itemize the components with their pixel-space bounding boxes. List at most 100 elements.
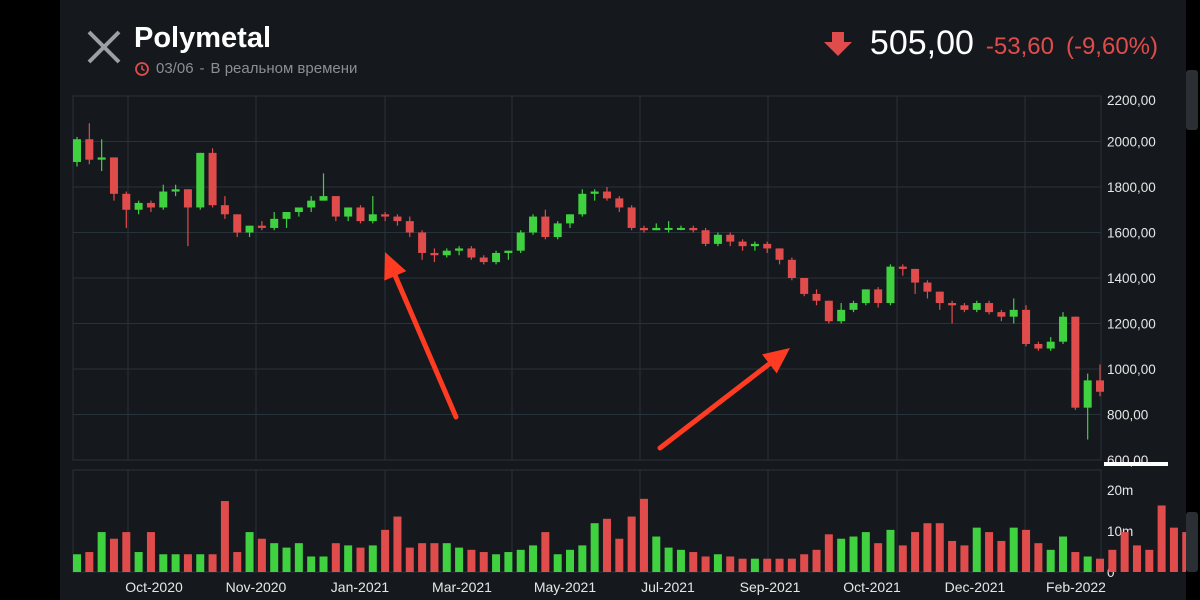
x-tick-label: Jan-2021 — [331, 579, 390, 595]
volume-bar — [1059, 536, 1068, 572]
volume-bar — [1145, 549, 1154, 572]
volume-bar — [393, 516, 402, 572]
volume-bar — [282, 547, 291, 572]
volume-bar — [689, 552, 698, 572]
candle-body — [1083, 380, 1092, 408]
volume-bar — [639, 498, 648, 572]
candle-body — [824, 300, 833, 322]
volume-bar — [97, 532, 106, 572]
candle-body — [615, 198, 624, 208]
volume-bar — [898, 545, 907, 572]
candle-body — [319, 196, 328, 201]
volume-tick-label: 0 — [1107, 565, 1115, 580]
candle-body — [861, 289, 870, 304]
volume-bar — [1022, 529, 1031, 572]
volume-bar — [1096, 558, 1104, 572]
candle-body — [701, 230, 710, 244]
volume-bar — [627, 516, 636, 572]
x-tick-label: Oct-2021 — [843, 579, 901, 595]
candle-body — [1046, 341, 1055, 349]
candle-body — [1022, 309, 1031, 344]
candle-body — [220, 205, 229, 215]
volume-bar — [615, 538, 624, 572]
candle-body — [122, 193, 131, 210]
volume-bar — [405, 547, 414, 572]
candle-body — [812, 293, 821, 301]
candlestick-chart[interactable]: 2200,00 2000,00 1800,00 1600,00 1400,00 1200,… — [60, 0, 1186, 600]
volume-bar — [837, 538, 846, 572]
candle-body — [270, 218, 279, 228]
candle-body — [911, 268, 920, 283]
volume-bar — [541, 532, 550, 572]
volume-bar — [529, 545, 538, 572]
volume-bar — [960, 545, 969, 572]
annotation-arrow-right — [657, 348, 790, 451]
volume-bar — [861, 532, 870, 572]
volume-bar — [787, 558, 796, 572]
volume-bar — [1120, 532, 1129, 572]
annotation-arrow-shaft — [657, 361, 772, 451]
volume-bar — [85, 552, 94, 572]
candle-body — [652, 227, 661, 231]
annotation-arrow-shaft — [392, 273, 459, 420]
scroll-handle-top[interactable] — [1186, 70, 1198, 130]
y-tick-label: 800,00 — [1107, 408, 1148, 423]
candle-body — [208, 152, 217, 206]
volume-bar — [652, 536, 661, 572]
candle-body — [726, 234, 735, 242]
volume-bar — [220, 501, 229, 572]
volume-bar — [1083, 556, 1092, 572]
volume-bar — [134, 552, 143, 572]
candle-body — [492, 252, 501, 263]
candle-body — [85, 139, 94, 160]
volume-bar — [516, 549, 525, 572]
candle-body — [874, 289, 883, 304]
y-tick-label: 2200,00 — [1107, 93, 1156, 108]
candle-body — [886, 266, 895, 304]
scroll-handle-bottom[interactable] — [1186, 512, 1198, 572]
volume-bar — [344, 545, 353, 572]
volume-bar — [664, 547, 673, 572]
volume-bar — [923, 523, 932, 572]
x-tick-label: May-2021 — [534, 579, 596, 595]
candle-body — [948, 303, 957, 306]
volume-bar — [122, 532, 131, 572]
candle-body — [381, 214, 390, 217]
volume-bar — [849, 536, 858, 572]
candle-body — [972, 303, 981, 310]
x-tick-label: Mar-2021 — [432, 579, 492, 595]
candle-body — [134, 202, 143, 210]
volume-bar — [270, 543, 279, 572]
annotation-arrow-left — [384, 252, 459, 420]
y-tick-label: 1000,00 — [1107, 362, 1156, 377]
volume-bar — [146, 532, 155, 572]
quote-date: 03/06 — [156, 60, 194, 77]
candle-body — [430, 252, 439, 256]
candle-body — [898, 266, 907, 269]
candle-body — [1071, 316, 1080, 408]
x-tick-label: Oct-2020 — [125, 579, 183, 595]
volume-bar — [1108, 549, 1117, 572]
candle-body — [1009, 309, 1018, 317]
candle-body — [553, 223, 562, 238]
candle-body — [368, 214, 377, 222]
volume-bar — [738, 558, 747, 572]
instrument-header: Polymetal 03/06 - В реальном времени 505… — [0, 0, 1200, 90]
candle-body — [529, 216, 538, 233]
candle-body — [787, 259, 796, 278]
x-tick-label: Jul-2021 — [641, 579, 695, 595]
annotation-arrow-head — [762, 348, 790, 374]
volume-bar — [750, 558, 759, 572]
candle-body — [171, 189, 180, 192]
volume-bar — [578, 545, 587, 572]
candle-body — [233, 214, 242, 233]
candle-body — [602, 191, 611, 199]
last-price-marker — [1104, 462, 1168, 466]
close-icon[interactable] — [85, 28, 123, 66]
candle-body — [479, 257, 488, 263]
volume-bar — [701, 556, 710, 572]
volume-bar — [245, 532, 254, 572]
candle-body — [97, 157, 106, 160]
volume-bar — [368, 545, 377, 572]
volume-bar — [874, 543, 883, 572]
